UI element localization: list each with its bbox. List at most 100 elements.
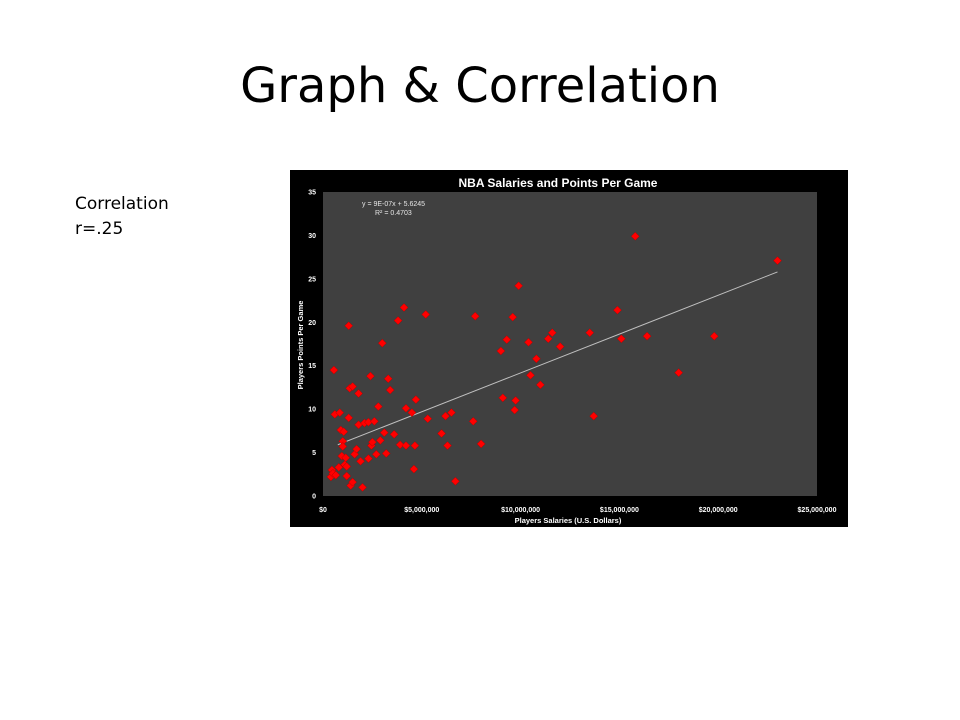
data-point [373, 402, 383, 411]
data-point [409, 464, 419, 474]
data-point [352, 444, 361, 454]
data-point [354, 389, 363, 398]
data-point [342, 471, 352, 481]
correlation-label: Correlation [75, 194, 169, 214]
trendline-equation: y = 9E-07x + 5.6245 [362, 201, 425, 208]
data-point [470, 311, 480, 321]
data-point [393, 316, 403, 325]
data-point [536, 380, 545, 390]
data-point [385, 385, 395, 395]
x-tick-label: $10,000,000 [501, 507, 540, 514]
y-tick-label: 35 [308, 190, 316, 197]
data-point [642, 331, 652, 341]
y-tick-label: 15 [308, 363, 316, 370]
data-point [514, 281, 523, 291]
data-point [441, 411, 450, 421]
data-point [555, 342, 565, 351]
data-point [773, 256, 782, 265]
correlation-value: r=.25 [75, 219, 124, 239]
data-point [338, 442, 348, 451]
data-point [423, 414, 433, 424]
data-point [410, 441, 420, 450]
data-point [364, 454, 373, 464]
data-point [508, 312, 518, 322]
y-tick-label: 30 [308, 233, 316, 240]
data-point [366, 371, 375, 381]
data-point [617, 334, 626, 344]
y-axis: 0 5 10 15 20 25 30 35 [308, 190, 316, 501]
data-point [377, 338, 387, 348]
data-point [411, 395, 421, 404]
data-point [344, 321, 354, 331]
data-points [326, 231, 782, 492]
data-point [532, 354, 541, 364]
data-point [368, 437, 377, 447]
data-point [496, 346, 506, 356]
data-point [476, 439, 486, 449]
data-point [383, 374, 393, 384]
correlation-note: Correlation r=.25 [75, 192, 169, 242]
data-point [451, 476, 460, 486]
data-point [344, 413, 354, 423]
data-point [371, 449, 381, 459]
plot-area [323, 192, 817, 496]
x-axis-title: Players Salaries (U.S. Dollars) [515, 516, 622, 525]
data-point [547, 328, 557, 338]
data-point [524, 337, 533, 347]
data-point [407, 408, 417, 417]
chart-svg: NBA Salaries and Points Per Game y = 9E-… [296, 176, 837, 525]
chart-title: NBA Salaries and Points Per Game [459, 176, 658, 190]
data-point [443, 441, 452, 450]
x-tick-label: $20,000,000 [699, 507, 738, 514]
data-point [468, 416, 478, 426]
data-point [348, 382, 357, 391]
data-point [526, 370, 535, 380]
data-point [421, 310, 431, 319]
data-point [329, 365, 339, 375]
y-tick-label: 10 [308, 407, 316, 414]
data-point [674, 368, 684, 378]
x-tick-label: $0 [319, 507, 327, 514]
data-point [502, 335, 512, 345]
data-point [395, 440, 405, 450]
data-point [334, 462, 344, 472]
data-point [511, 396, 521, 405]
data-point [356, 456, 365, 466]
data-point [331, 470, 341, 480]
data-point [370, 416, 379, 426]
y-tick-label: 5 [312, 450, 316, 457]
data-point [389, 429, 399, 439]
data-point [589, 411, 599, 421]
data-point [358, 482, 367, 492]
data-point [543, 334, 553, 344]
data-point [630, 231, 640, 241]
data-point [709, 331, 719, 341]
data-point [335, 408, 345, 417]
slide-title: Graph & Correlation [240, 58, 720, 114]
data-point [613, 305, 622, 315]
data-point [379, 428, 389, 437]
x-tick-label: $15,000,000 [600, 507, 639, 514]
data-point [341, 453, 351, 463]
data-point [399, 303, 409, 312]
y-axis-title: Players Points Per Game [296, 301, 305, 390]
x-tick-label: $5,000,000 [404, 507, 439, 514]
data-point [401, 403, 411, 413]
data-point [510, 405, 520, 415]
data-point [381, 449, 391, 458]
scatter-chart: NBA Salaries and Points Per Game y = 9E-… [290, 170, 848, 527]
y-tick-label: 0 [312, 494, 316, 501]
y-tick-label: 25 [308, 276, 316, 283]
data-point [447, 408, 456, 417]
data-point [339, 427, 349, 437]
data-point [375, 436, 385, 445]
trendline-r-squared: R² = 0.4703 [375, 210, 412, 217]
x-axis: $0 $5,000,000 $10,000,000 $15,000,000 $20,00… [319, 507, 836, 514]
data-point [498, 393, 508, 403]
x-tick-label: $25,000,000 [798, 507, 837, 514]
data-point [401, 441, 411, 450]
data-point [437, 429, 446, 438]
data-point [585, 328, 595, 338]
y-tick-label: 20 [308, 320, 316, 327]
data-point [348, 477, 357, 487]
